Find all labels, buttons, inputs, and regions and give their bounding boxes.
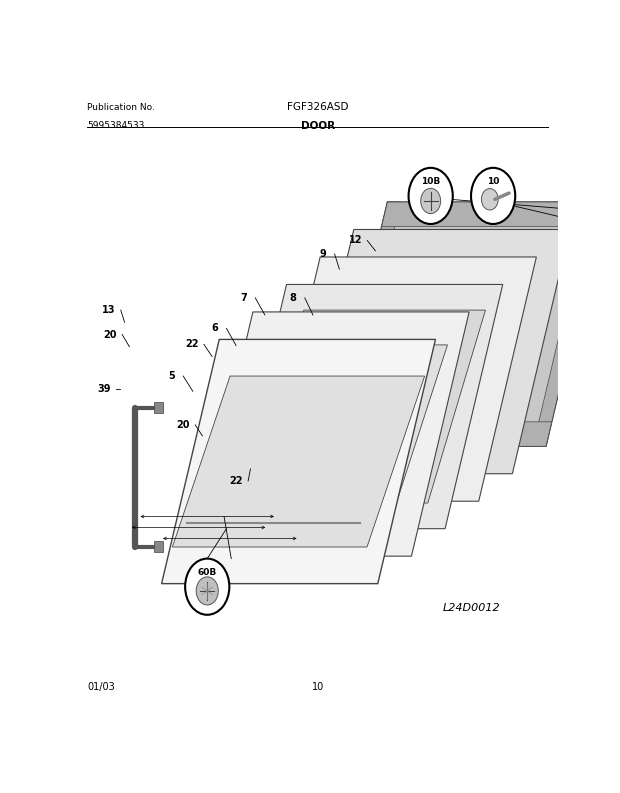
Text: 6: 6 — [211, 324, 218, 333]
Text: 01/03: 01/03 — [87, 682, 115, 692]
Text: 22: 22 — [185, 339, 198, 349]
Text: Publication No.: Publication No. — [87, 103, 155, 113]
Polygon shape — [262, 257, 536, 501]
Text: 13: 13 — [102, 305, 115, 315]
Polygon shape — [162, 339, 435, 584]
Text: eReplacementParts.com: eReplacementParts.com — [240, 396, 376, 405]
Bar — [154, 541, 163, 552]
Polygon shape — [330, 202, 401, 446]
Text: 5995384533: 5995384533 — [87, 121, 144, 130]
Polygon shape — [229, 285, 503, 529]
Polygon shape — [195, 312, 469, 556]
Text: 10: 10 — [487, 177, 499, 186]
Text: L24D0012: L24D0012 — [443, 603, 500, 613]
Bar — [154, 402, 163, 412]
Text: 10: 10 — [312, 682, 324, 692]
Text: 5: 5 — [168, 371, 175, 381]
Text: 22: 22 — [229, 476, 243, 486]
Text: 39: 39 — [97, 385, 111, 394]
Circle shape — [196, 577, 218, 605]
Circle shape — [471, 168, 515, 224]
Text: 9: 9 — [319, 249, 326, 259]
Text: 20: 20 — [104, 330, 117, 339]
Polygon shape — [246, 310, 485, 503]
Polygon shape — [533, 202, 604, 446]
Circle shape — [481, 189, 498, 210]
Circle shape — [421, 188, 441, 213]
Text: FGF326ASD: FGF326ASD — [287, 102, 348, 113]
Polygon shape — [330, 422, 552, 446]
Polygon shape — [296, 229, 570, 473]
Polygon shape — [217, 345, 448, 523]
Polygon shape — [382, 202, 604, 227]
Text: 8: 8 — [290, 293, 296, 303]
Text: 60B: 60B — [198, 568, 217, 577]
Text: 10B: 10B — [421, 177, 440, 186]
Circle shape — [409, 168, 453, 224]
Text: 12: 12 — [348, 236, 362, 246]
Polygon shape — [172, 376, 425, 547]
Text: 20: 20 — [177, 419, 190, 430]
Text: 7: 7 — [240, 293, 247, 303]
Text: DOOR: DOOR — [301, 121, 335, 131]
Polygon shape — [330, 202, 604, 446]
Circle shape — [185, 558, 229, 615]
